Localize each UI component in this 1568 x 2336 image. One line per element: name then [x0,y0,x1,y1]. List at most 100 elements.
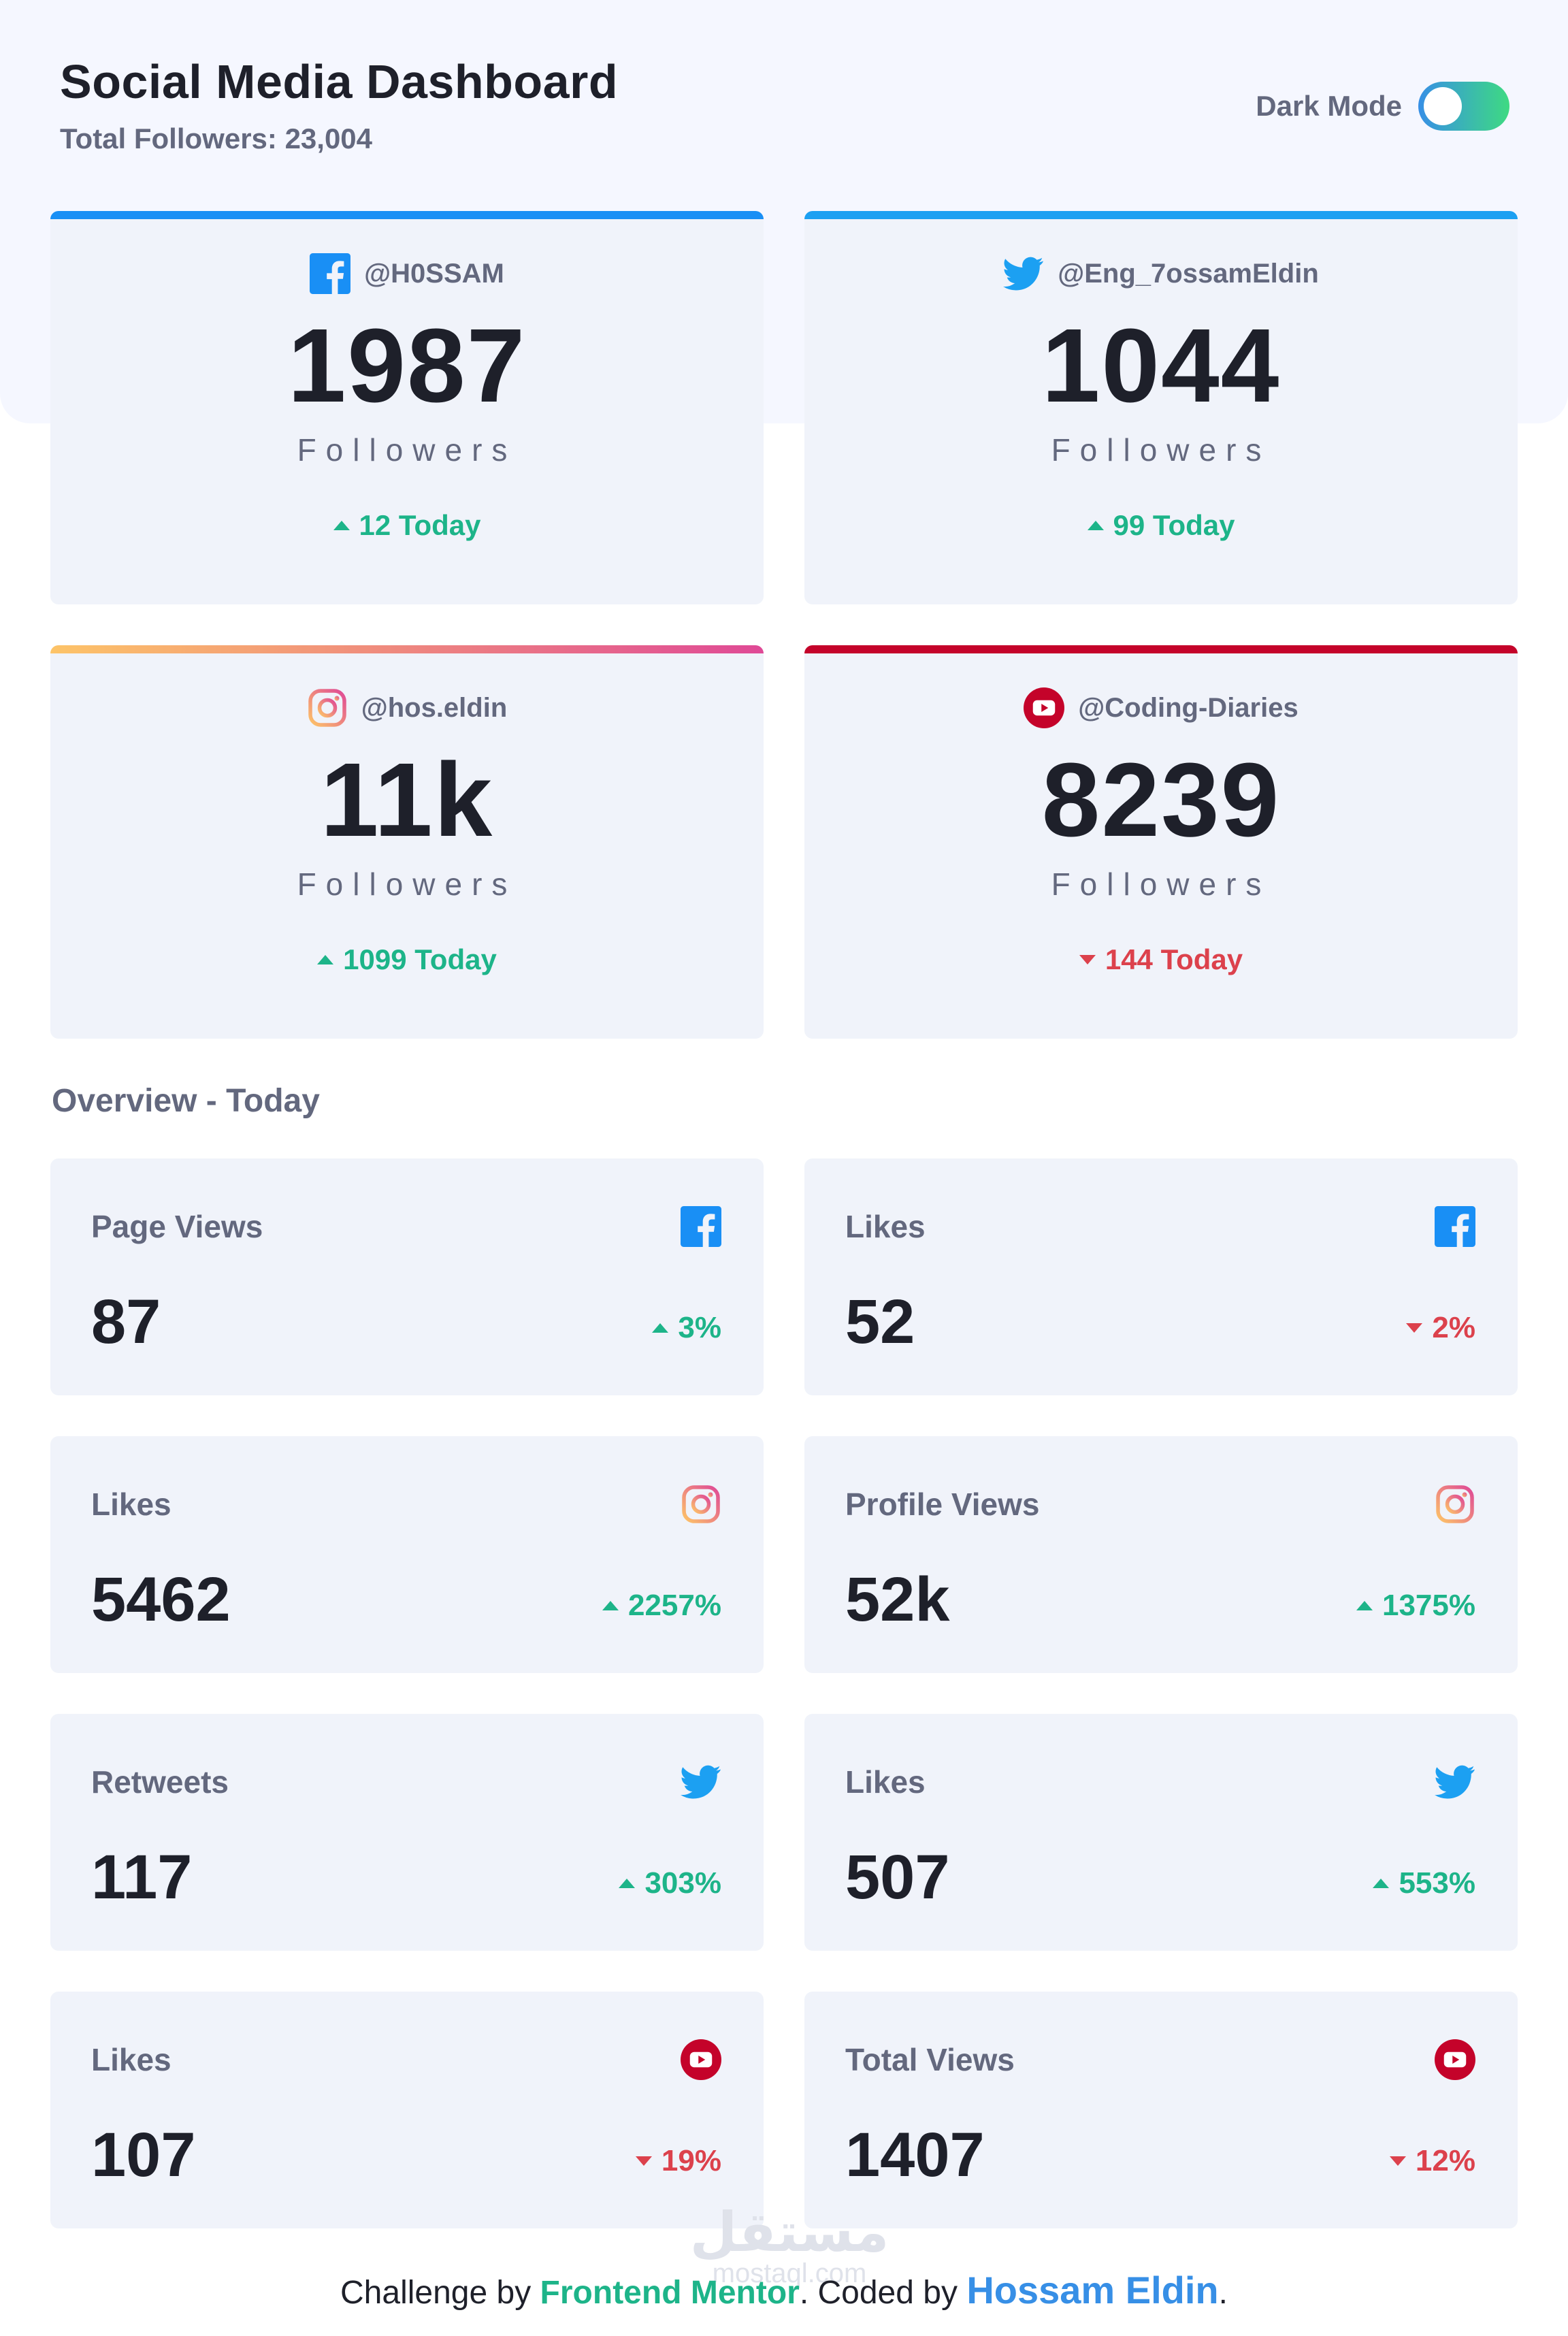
up-arrow-icon [652,1323,669,1333]
overview-card-facebook-likes[interactable]: Likes 52 2% [804,1158,1518,1395]
card-follower-count: 1987 [287,307,527,424]
twitter-icon [1435,1762,1475,1802]
overview-card-change: 1375% [1356,1589,1475,1631]
total-followers: Total Followers: 23,004 [60,123,373,155]
dark-mode-label: Dark Mode [1256,90,1402,122]
overview-card-value: 5462 [91,1565,231,1634]
overview-card-change: 12% [1389,2144,1475,2186]
instagram-icon [307,687,348,728]
overview-card-value: 107 [91,2120,196,2190]
up-arrow-icon [619,1879,636,1888]
card-followers-label: Followers [297,866,517,902]
overview-title: Overview - Today [52,1083,320,1119]
youtube-icon [1435,2039,1475,2080]
overview-card-change-text: 553% [1399,1866,1475,1900]
card-today-change: 12 Today [50,509,764,542]
card-handle-text: @Coding-Diaries [1078,692,1298,723]
follower-card-youtube[interactable]: @Coding-Diaries 8239 Followers 144 Today [804,645,1518,1039]
facebook-icon [310,253,351,294]
overview-card-change: 2% [1406,1311,1475,1353]
overview-card-label: Likes [845,1209,926,1244]
card-today-change-text: 1099 Today [343,943,497,975]
overview-card-label: Profile Views [845,1487,1040,1522]
card-followers-label: Followers [1051,432,1271,468]
footer-suffix: . [1218,2275,1228,2311]
author-link[interactable]: Hossam Eldin [966,2269,1219,2311]
up-arrow-icon [317,955,334,964]
card-today-change-text: 12 Today [359,509,481,541]
card-handle: @Eng_7ossamEldin [804,253,1518,294]
overview-card-label: Page Views [91,1209,263,1244]
overview-card-change-text: 19% [661,2144,721,2177]
overview-card-label: Likes [845,1764,926,1800]
facebook-icon [1435,1206,1475,1247]
overview-card-change-text: 2% [1432,1311,1475,1344]
up-arrow-icon [1356,1601,1373,1610]
overview-card-label: Retweets [91,1764,229,1800]
card-accent-bar [804,211,1518,219]
facebook-icon [681,1206,721,1247]
overview-card-value: 52 [845,1287,915,1357]
down-arrow-icon [1079,955,1096,964]
overview-card-youtube-likes[interactable]: Likes 107 19% [50,1992,764,2228]
frontend-mentor-link[interactable]: Frontend Mentor [540,2275,800,2311]
card-today-change-text: 99 Today [1113,509,1235,541]
overview-card-value: 87 [91,1287,161,1357]
follower-card-twitter[interactable]: @Eng_7ossamEldin 1044 Followers 99 Today [804,211,1518,604]
overview-card-facebook-page-views[interactable]: Page Views 87 3% [50,1158,764,1395]
overview-card-label: Likes [91,2042,172,2077]
footer-prefix: Challenge by [340,2275,540,2311]
overview-card-value: 1407 [845,2120,985,2190]
twitter-icon [681,1762,721,1802]
overview-card-twitter-likes[interactable]: Likes 507 553% [804,1714,1518,1951]
overview-card-instagram-profile-views[interactable]: Profile Views 52k 1375% [804,1436,1518,1673]
overview-card-change: 553% [1373,1866,1475,1909]
overview-card-value: 52k [845,1565,950,1634]
overview-card-youtube-total-views[interactable]: Total Views 1407 12% [804,1992,1518,2228]
up-arrow-icon [602,1601,619,1610]
overview-card-change: 2257% [602,1589,721,1631]
dark-mode-toggle[interactable] [1418,82,1509,131]
card-accent-bar [804,645,1518,653]
overview-card-value: 507 [845,1843,950,1912]
overview-card-twitter-retweets[interactable]: Retweets 117 303% [50,1714,764,1951]
up-arrow-icon [333,521,350,530]
youtube-icon [681,2039,721,2080]
follower-card-facebook[interactable]: @H0SSAM 1987 Followers 12 Today [50,211,764,604]
overview-card-label: Likes [91,1487,172,1522]
card-handle-text: @H0SSAM [364,258,504,289]
card-followers-label: Followers [1051,866,1271,902]
card-followers-label: Followers [297,432,517,468]
overview-card-change: 303% [619,1866,721,1909]
footer-middle: . Coded by [799,2275,967,2311]
overview-card-change: 3% [652,1311,721,1353]
overview-card-change-text: 3% [678,1311,721,1344]
card-today-change-text: 144 Today [1105,943,1243,975]
watermark-logo: مستقل [689,2202,889,2262]
down-arrow-icon [635,2156,652,2166]
card-handle-text: @hos.eldin [361,692,508,723]
overview-card-label: Total Views [845,2042,1015,2077]
card-follower-count: 11k [320,741,494,858]
card-handle-text: @Eng_7ossamEldin [1058,258,1319,289]
card-accent-bar [50,211,764,219]
down-arrow-icon [1389,2156,1406,2166]
overview-card-instagram-likes[interactable]: Likes 5462 2257% [50,1436,764,1673]
card-handle: @hos.eldin [50,687,764,728]
overview-card-change-text: 2257% [627,1589,721,1622]
up-arrow-icon [1087,521,1104,530]
instagram-icon [1435,1484,1475,1525]
card-accent-bar [50,645,764,653]
watermark-url: mostaql.com [712,2258,867,2288]
up-arrow-icon [1373,1879,1390,1888]
page-title: Social Media Dashboard [60,55,619,108]
card-handle: @Coding-Diaries [804,687,1518,728]
card-follower-count: 8239 [1041,741,1281,858]
follower-card-instagram[interactable]: @hos.eldin 11k Followers 1099 Today [50,645,764,1039]
card-today-change: 144 Today [804,943,1518,976]
card-today-change: 1099 Today [50,943,764,976]
overview-grid: Page Views 87 3% Likes [50,1158,1518,2228]
card-follower-count: 1044 [1041,307,1281,424]
youtube-icon [1024,687,1065,728]
